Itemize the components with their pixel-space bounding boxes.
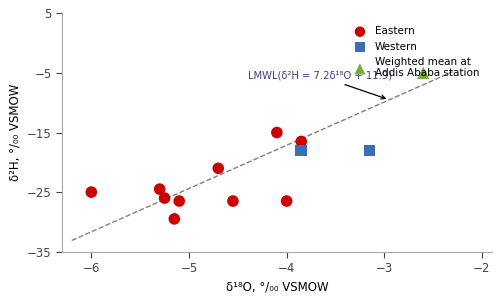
Eastern bbox=[282, 199, 290, 204]
Eastern bbox=[229, 199, 237, 204]
Y-axis label: δ²H, °/₀₀ VSMOW: δ²H, °/₀₀ VSMOW bbox=[8, 84, 22, 181]
Eastern bbox=[170, 217, 178, 221]
Eastern bbox=[156, 187, 164, 191]
Eastern bbox=[175, 199, 183, 204]
Eastern bbox=[160, 196, 168, 201]
Eastern bbox=[88, 190, 96, 194]
Legend: Eastern, Western, Weighted mean at
Addis Ababa station: Eastern, Western, Weighted mean at Addis… bbox=[346, 23, 482, 82]
X-axis label: δ¹⁸O, °/₀₀ VSMOW: δ¹⁸O, °/₀₀ VSMOW bbox=[226, 281, 328, 294]
Eastern bbox=[273, 130, 281, 135]
Eastern bbox=[298, 139, 306, 144]
Western bbox=[366, 148, 374, 153]
Weighted mean at
Addis Ababa station bbox=[420, 70, 428, 75]
Western bbox=[298, 148, 306, 153]
Text: LMWL(δ²H = 7.2δ¹⁸O + 11.9): LMWL(δ²H = 7.2δ¹⁸O + 11.9) bbox=[248, 71, 392, 99]
Eastern bbox=[214, 166, 222, 171]
